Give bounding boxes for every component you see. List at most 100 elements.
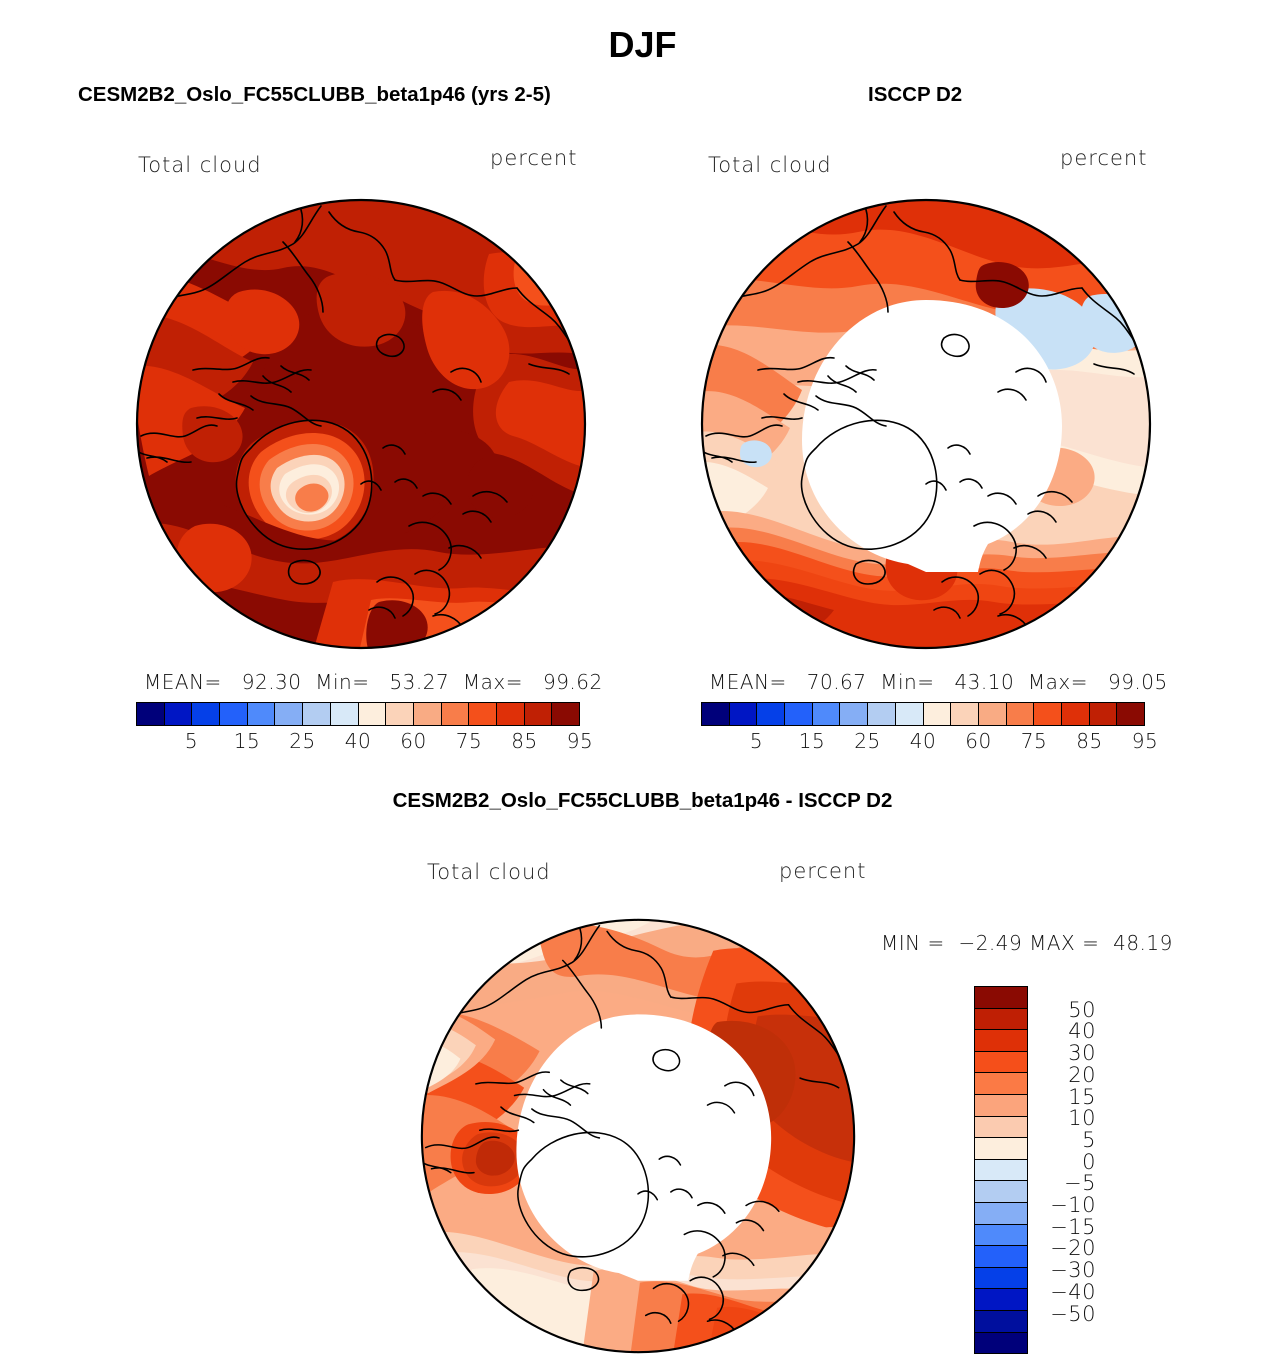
colorbar-tick-label: 60 <box>965 729 992 753</box>
stats-min-label-obs: Min= <box>880 670 935 694</box>
polar-map-model <box>135 198 587 650</box>
colorbar-cell <box>192 703 221 725</box>
colorbar-cell <box>469 703 497 725</box>
stats-max-value-model: 99.62 <box>542 670 603 694</box>
colorbar-cell <box>975 1008 1027 1031</box>
units-label-difference: percent <box>779 859 867 883</box>
colorbar-tick-label: 85 <box>1076 729 1103 753</box>
stats-mean-value-obs: 70.67 <box>806 670 867 694</box>
colorbar-tick-label: 30 <box>1068 1041 1096 1066</box>
colorbar-tick-label: 40 <box>344 729 372 753</box>
field-label-difference: Total cloud <box>427 860 551 884</box>
colorbar-tick-label: 75 <box>1020 729 1048 753</box>
colorbar-cell <box>729 703 758 725</box>
colorbar-tick-label: −10 <box>1050 1193 1096 1217</box>
colorbar-tick-label: 75 <box>455 729 483 753</box>
colorbar-cell <box>413 703 442 725</box>
stats-model: MEAN= 92.30 Min= 53.27 Max= 99.62 <box>144 670 603 694</box>
colorbar-cell <box>868 703 896 725</box>
colorbar-tick-label: −5 <box>1064 1171 1096 1196</box>
colorbar-tick-label: 85 <box>511 729 538 753</box>
field-label-model: Total cloud <box>138 153 262 177</box>
colorbar-cell <box>303 703 331 725</box>
colorbar-tick-label: 25 <box>289 729 316 753</box>
colorbar-cell <box>975 1030 1027 1052</box>
colorbar-tick-label: −15 <box>1050 1214 1096 1239</box>
stats-mean-value-model: 92.30 <box>241 670 302 694</box>
colorbar-ticks-model: 5 15 25 40 60 75 85 95 <box>136 726 593 754</box>
polar-map-difference <box>420 918 856 1354</box>
colorbar-cell <box>975 1267 1027 1290</box>
stats-max-label-model: Max= <box>462 670 524 694</box>
colorbar-horizontal-model: 5 15 25 40 60 75 85 95 <box>136 702 593 754</box>
colorbar-cell <box>275 703 304 725</box>
difference-min-label: MIN = <box>881 931 945 955</box>
colorbar-cell <box>441 703 470 725</box>
colorbar-vertical-swatches <box>974 986 1028 1355</box>
colorbar-cell <box>496 703 525 725</box>
colorbar-cell <box>1034 703 1062 725</box>
colorbar-tick-label: 15 <box>233 729 261 753</box>
colorbar-cell <box>1117 703 1144 725</box>
colorbar-cell <box>975 1202 1027 1225</box>
colorbar-cell <box>164 703 193 725</box>
colorbar-cell <box>702 703 730 725</box>
colorbar-cell <box>1089 703 1118 725</box>
colorbar-tick-label: 15 <box>1068 1084 1096 1109</box>
colorbar-ticks-obs: 5 15 25 40 60 75 85 95 <box>701 726 1158 754</box>
colorbar-cell <box>975 1224 1027 1247</box>
panel-title-difference: CESM2B2_Oslo_FC55CLUBB_beta1p46 - ISCCP … <box>392 789 893 812</box>
colorbar-tick-label: 40 <box>1068 1019 1096 1044</box>
colorbar-cell <box>951 703 979 725</box>
colorbar-cell <box>975 1159 1027 1182</box>
colorbar-tick-label: 95 <box>1131 729 1159 753</box>
colorbar-swatches-obs <box>701 702 1145 726</box>
colorbar-cell <box>975 1138 1027 1160</box>
colorbar-tick-label: 95 <box>566 729 594 753</box>
field-label-obs: Total cloud <box>708 153 832 177</box>
map-panel-obs <box>698 196 1154 652</box>
units-label-obs: percent <box>1060 146 1148 170</box>
colorbar-cell <box>757 703 786 725</box>
colorbar-cell <box>137 703 165 725</box>
colorbar-cell <box>975 1246 1027 1268</box>
map-panel-model <box>133 196 589 652</box>
colorbar-cell <box>895 703 924 725</box>
colorbar-cell <box>524 703 553 725</box>
colorbar-tick-label: 10 <box>1068 1106 1096 1131</box>
colorbar-tick-label: 25 <box>854 729 881 753</box>
stats-min-value-obs: 43.10 <box>954 670 1015 694</box>
colorbar-tick-label: −40 <box>1050 1279 1096 1304</box>
colorbar-cell <box>975 1181 1027 1203</box>
stats-min-value-model: 53.27 <box>389 670 450 694</box>
colorbar-cell <box>975 1051 1027 1074</box>
units-label-model: percent <box>490 146 578 170</box>
colorbar-tick-label: 20 <box>1068 1062 1096 1087</box>
difference-min-value: −2.49 <box>958 931 1023 955</box>
stats-min-label-model: Min= <box>315 670 370 694</box>
stats-mean-label-obs: MEAN= <box>709 670 787 694</box>
colorbar-horizontal-obs: 5 15 25 40 60 75 85 95 <box>701 702 1158 754</box>
colorbar-cell <box>330 703 359 725</box>
colorbar-cell <box>552 703 579 725</box>
colorbar-tick-label: −20 <box>1050 1236 1096 1261</box>
colorbar-tick-label: 60 <box>400 729 427 753</box>
colorbar-cell <box>358 703 387 725</box>
colorbar-tick-label: −50 <box>1050 1301 1096 1326</box>
map-panel-difference <box>418 916 858 1356</box>
colorbar-vertical-difference: 50 40 30 20 15 10 5 0 −5 −10 −15 −20 −30 −40 −50 <box>974 986 1096 1355</box>
colorbar-tick-label: 50 <box>1068 997 1096 1022</box>
colorbar-cell <box>975 987 1027 1009</box>
colorbar-cell <box>220 703 248 725</box>
colorbar-cell <box>386 703 414 725</box>
colorbar-tick-label: 15 <box>798 729 826 753</box>
panel-title-model: CESM2B2_Oslo_FC55CLUBB_beta1p46 (yrs 2-5… <box>78 83 551 106</box>
colorbar-cell <box>812 703 841 725</box>
colorbar-swatches-model <box>136 702 580 726</box>
colorbar-vertical-ticks: 50 40 30 20 15 10 5 0 −5 −10 −15 −20 −30 −40 −50 <box>1036 986 1106 1354</box>
colorbar-cell <box>923 703 952 725</box>
colorbar-tick-label: 40 <box>909 729 937 753</box>
colorbar-cell <box>1061 703 1090 725</box>
colorbar-cell <box>975 1094 1027 1117</box>
colorbar-tick-label: 5 <box>1082 1127 1096 1152</box>
